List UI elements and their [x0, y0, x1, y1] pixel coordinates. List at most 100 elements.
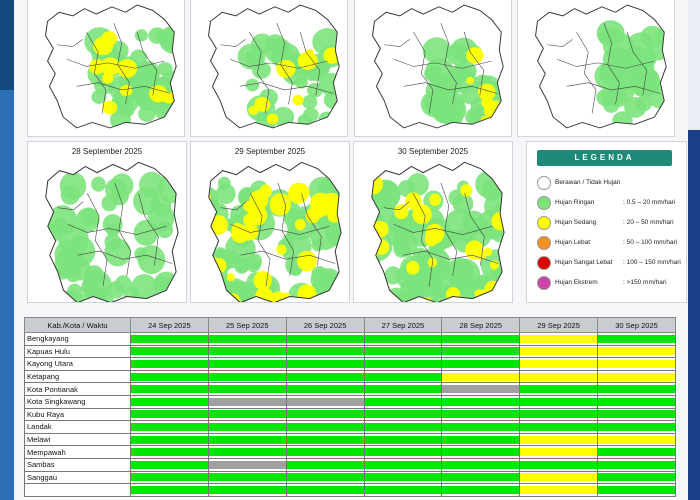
forecast-bar — [364, 448, 442, 457]
rain-cell — [420, 90, 450, 118]
rain-cell — [477, 83, 496, 101]
forecast-bar — [520, 385, 598, 394]
col-header: 26 Sep 2025 — [285, 317, 365, 333]
forecast-cell — [285, 382, 365, 396]
district-border — [556, 58, 655, 69]
rain-cell — [107, 280, 125, 299]
region-name: Melawi — [24, 432, 131, 447]
rain-cell — [225, 233, 256, 265]
rain-cell — [466, 76, 475, 85]
rain-cell — [424, 232, 439, 247]
rain-cell — [309, 67, 324, 82]
rain-cell — [371, 286, 390, 302]
forecast-cell — [441, 357, 521, 371]
rain-cell — [315, 270, 341, 297]
forecast-cell — [441, 394, 521, 409]
region-name: Kayong Utara — [24, 357, 131, 371]
rain-cell — [422, 37, 451, 64]
forecast-cell — [207, 407, 287, 422]
forecast-bar — [598, 435, 675, 444]
district-border — [463, 32, 485, 96]
forecast-cell — [207, 382, 287, 396]
rain-cell — [127, 69, 158, 97]
forecast-bar — [208, 385, 286, 394]
forecast-cell — [363, 457, 443, 472]
district-border — [86, 193, 108, 287]
district-border — [576, 31, 597, 114]
rain-cell — [446, 257, 475, 287]
legend-label: Hujan Lebat — [555, 239, 591, 246]
forecast-cell — [207, 432, 287, 447]
rain-cell — [102, 100, 118, 115]
rain-cell — [119, 84, 133, 97]
forecast-cell — [363, 470, 443, 485]
rain-cell — [159, 25, 177, 51]
forecast-cell — [285, 344, 365, 359]
legend-swatch — [537, 236, 551, 250]
rain-cell — [406, 260, 420, 275]
forecast-cell — [207, 457, 287, 472]
district-border — [249, 193, 271, 287]
rain-cell — [117, 59, 138, 78]
region-name: Ketapang — [24, 369, 131, 384]
forecast-bar — [131, 460, 208, 469]
rain-cell — [137, 245, 166, 275]
forecast-bar — [131, 347, 208, 356]
rain-cell — [484, 247, 493, 257]
legend-item: Hujan Sangat Lebat: 100 – 150 mm/hari — [537, 256, 682, 270]
region-name — [24, 483, 131, 497]
rain-cell — [272, 106, 295, 127]
rain-cell — [66, 236, 96, 267]
rain-cell — [243, 231, 253, 241]
forecast-bar — [598, 448, 675, 457]
forecast-bar — [131, 372, 208, 381]
forecast-cell — [130, 382, 209, 396]
forecast-cell — [285, 483, 365, 497]
district-border — [86, 31, 107, 114]
forecast-bar — [208, 460, 286, 469]
rain-cell — [425, 58, 454, 85]
table-row: Kota Pontianak — [24, 382, 676, 396]
table-row: Sambas — [24, 457, 676, 472]
rain-cell — [100, 57, 121, 76]
table-row: Kapuas Hulu — [24, 344, 676, 359]
forecast-cell — [363, 483, 443, 497]
forecast-cell — [441, 457, 521, 472]
province-outline — [208, 161, 342, 302]
rain-cell — [635, 95, 653, 112]
forecast-cell — [130, 420, 209, 434]
rain-cell — [303, 107, 319, 122]
region-name: Kota Pontianak — [24, 382, 131, 396]
rain-cell — [442, 107, 464, 127]
forecast-bar — [520, 410, 598, 419]
col-header: 28 Sep 2025 — [441, 317, 521, 333]
rain-cell — [208, 284, 224, 302]
legend-label: Hujan Ekstrem — [555, 279, 598, 286]
forecast-cell — [519, 470, 599, 485]
forecast-cell — [519, 420, 599, 434]
legend-item: Berawan / Tidak Hujan — [537, 176, 682, 190]
rain-cell — [292, 94, 304, 106]
forecast-cell — [285, 332, 365, 346]
legend-item: Hujan Ekstrem: >150 mm/hari — [537, 276, 682, 290]
forecast-bar — [364, 372, 442, 381]
district-border — [67, 223, 167, 235]
forecast-bar — [442, 385, 520, 394]
forecast-cell — [519, 332, 599, 346]
map-panel-top-1 — [27, 0, 185, 137]
rain-cell — [465, 47, 484, 64]
forecast-cell — [363, 394, 443, 409]
rain-cell — [276, 244, 287, 255]
map-date-label: 29 September 2025 — [234, 147, 306, 156]
forecast-cell — [597, 432, 676, 447]
forecast-bar — [598, 460, 675, 469]
rain-cell — [315, 206, 326, 218]
rain-cell — [394, 204, 409, 220]
rain-cell — [448, 189, 465, 207]
forecast-cell — [519, 369, 599, 384]
forecast-bar — [364, 422, 442, 431]
forecast-cell — [597, 369, 676, 384]
district-border — [566, 82, 661, 94]
rain-cell — [371, 266, 377, 284]
forecast-cell — [597, 445, 676, 459]
